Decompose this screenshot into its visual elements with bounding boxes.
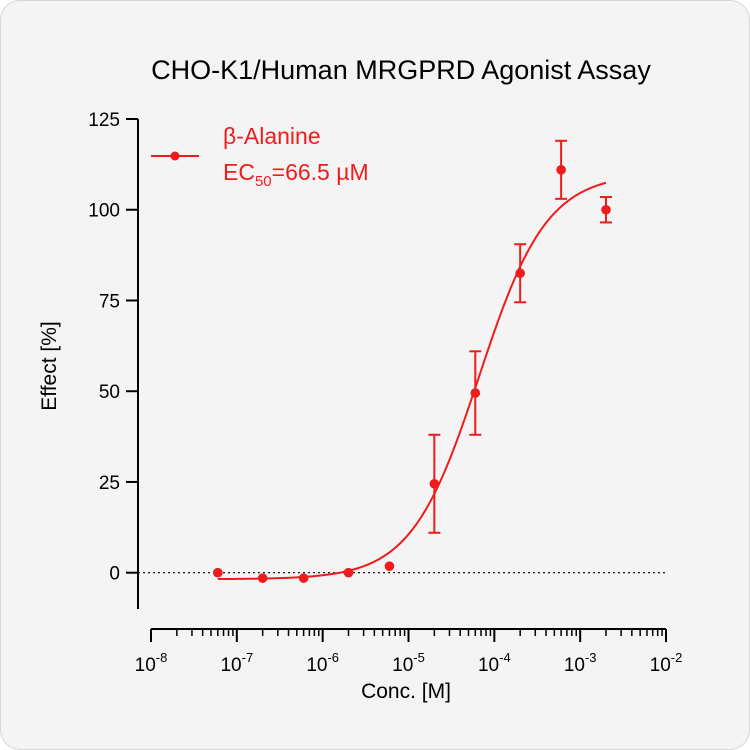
x-tick-label: 10-3 [564, 650, 597, 676]
x-tick-label-base: 10 [135, 655, 156, 676]
x-tick-label-exponent: -8 [156, 650, 168, 665]
fit-curve [217, 181, 607, 581]
y-tick-label: 0 [109, 564, 120, 585]
data-point [556, 165, 566, 175]
data-point [429, 478, 440, 489]
y-tick-label: 25 [99, 473, 120, 494]
x-tick-label-exponent: -6 [327, 650, 339, 665]
data-point [601, 204, 611, 215]
x-tick-label: 10-7 [220, 650, 253, 676]
y-tick-label: 75 [99, 291, 120, 312]
legend: β-Alanine EC50=66.5 µM [151, 123, 369, 190]
x-tick-label-exponent: -2 [671, 650, 683, 665]
y-axis-label: Effect [%] [38, 321, 61, 411]
y-axis: 0 25 50 75 100 125 [88, 110, 139, 609]
x-tick-label: 10-5 [392, 650, 425, 676]
x-tick-label: 10-8 [135, 650, 168, 676]
x-axis: 10-8 10-7 10-6 10-5 10-4 10-3 10-2 [135, 628, 683, 676]
x-tick-label-exponent: -4 [499, 650, 511, 665]
ec50-prefix: EC [223, 159, 255, 185]
legend-ec50: EC50=66.5 µM [223, 159, 369, 190]
x-tick-label-base: 10 [220, 655, 241, 676]
legend-marker [170, 151, 180, 161]
x-tick-label: 10-4 [478, 650, 511, 676]
x-tick-label-exponent: -7 [242, 650, 254, 665]
x-tick-label: 10-6 [306, 650, 339, 676]
x-tick-label-base: 10 [650, 655, 671, 676]
chart-title: CHO-K1/Human MRGPRD Agonist Assay [151, 55, 651, 85]
x-tick-label-base: 10 [478, 655, 499, 676]
data-point [470, 388, 481, 398]
data-point [343, 567, 354, 578]
fit-layer [217, 181, 607, 581]
y-tick-label: 125 [88, 110, 120, 131]
data-point [257, 573, 268, 583]
ec50-value: =66.5 µM [272, 159, 369, 185]
y-tick-label: 100 [88, 201, 120, 222]
x-tick-label-exponent: -5 [413, 650, 425, 665]
data-point [384, 561, 395, 571]
y-tick-label: 50 [99, 382, 120, 403]
x-tick-label-base: 10 [564, 655, 585, 676]
x-tick-label-exponent: -3 [585, 650, 597, 665]
legend-series-name: β-Alanine [223, 123, 321, 149]
ec50-subscript: 50 [255, 173, 272, 190]
x-tick-label-base: 10 [392, 655, 413, 676]
x-tick-label: 10-2 [650, 650, 683, 676]
data-point [298, 573, 309, 583]
x-axis-label: Conc. [M] [361, 680, 451, 703]
points-layer [212, 139, 613, 583]
x-tick-label-base: 10 [306, 655, 327, 676]
data-point [515, 268, 525, 279]
data-point [212, 567, 223, 578]
